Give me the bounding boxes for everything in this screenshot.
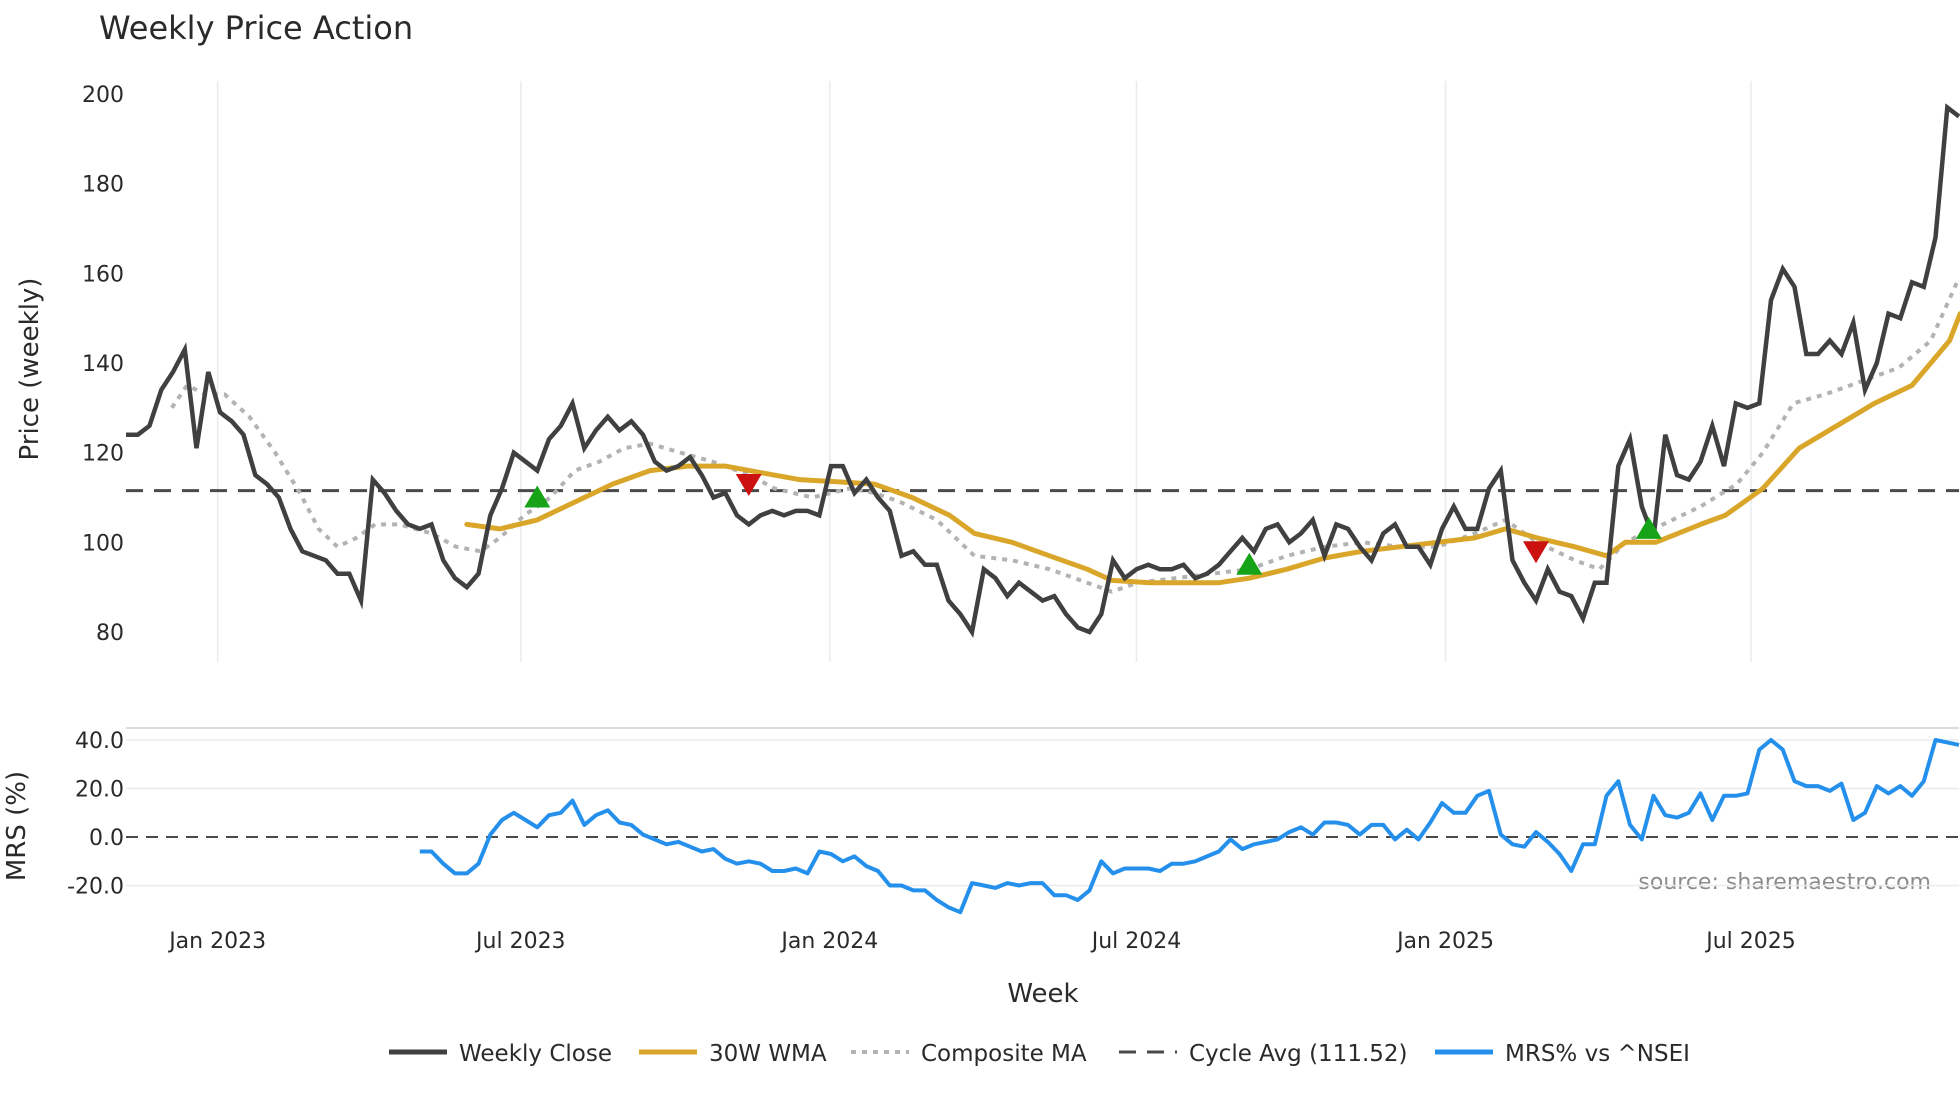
legend-label: Weekly Close: [459, 1041, 612, 1067]
legend: Weekly Close 30W WMA Composite MA Cycle Avg…: [389, 1041, 1690, 1067]
x-tick-label: Jul 2023: [474, 929, 566, 954]
price-y-tick-label: 120: [82, 442, 124, 467]
mrs-y-tick-label: 0.0: [89, 826, 124, 851]
x-tick-label: Jul 2024: [1090, 929, 1182, 954]
x-tick-label: Jan 2023: [167, 929, 266, 954]
x-axis-label: Week: [1007, 979, 1078, 1009]
price-y-tick-label: 160: [82, 262, 124, 287]
mrs-y-tick-label: -20.0: [67, 875, 124, 900]
price-y-tick-label: 100: [82, 531, 124, 556]
x-tick-label: Jan 2025: [1395, 929, 1494, 954]
mrs-y-tick-label: 20.0: [75, 778, 124, 803]
price-y-axis-label: Price (weekly): [15, 278, 45, 461]
legend-label: 30W WMA: [709, 1041, 827, 1067]
axis-ticks: Jan 2023 Jul 2023 Jan 2024 Jul 2024 Jan 2025…: [67, 83, 1796, 954]
x-tick-label: Jan 2024: [779, 929, 878, 954]
source-note: source: sharemaestro.com: [1638, 870, 1931, 895]
x-tick-label: Jul 2025: [1704, 929, 1796, 954]
price-y-tick-label: 200: [82, 83, 124, 108]
series-marks: [126, 103, 1960, 915]
sell-signal-marker: [735, 474, 762, 497]
chart-title: Weekly Price Action: [99, 9, 413, 47]
mrs-line: [419, 738, 1960, 915]
buy-signal-marker: [524, 485, 551, 508]
legend-label: Composite MA: [921, 1041, 1087, 1067]
price-y-tick-label: 140: [82, 352, 124, 377]
buy-signal-marker: [1236, 552, 1263, 575]
mrs-y-tick-label: 40.0: [75, 729, 124, 754]
buy-signal-marker: [1635, 516, 1662, 539]
legend-label: Cycle Avg (111.52): [1189, 1041, 1408, 1067]
gridlines: [126, 81, 1959, 887]
sell-signal-marker: [1523, 541, 1549, 564]
legend-label: MRS% vs ^NSEI: [1505, 1041, 1690, 1067]
mrs-y-axis-label: MRS (%): [2, 771, 32, 881]
price-y-tick-label: 180: [82, 173, 124, 198]
wma-30w-line: [464, 311, 1960, 586]
price-y-tick-label: 80: [96, 621, 124, 646]
